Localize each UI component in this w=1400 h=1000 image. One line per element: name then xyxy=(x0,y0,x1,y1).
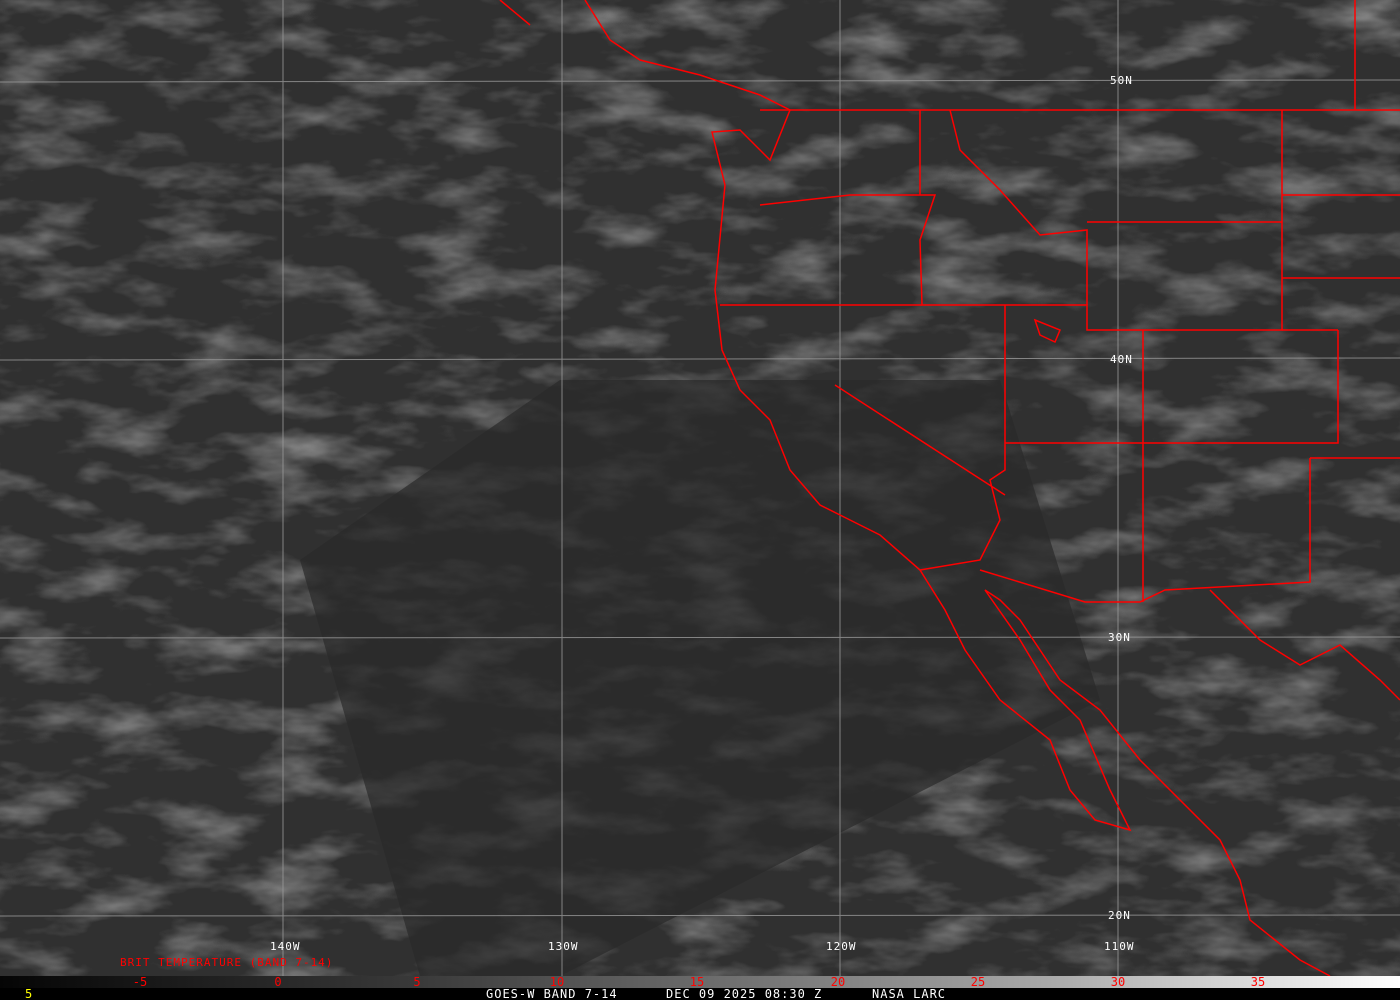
graticule xyxy=(0,0,1400,976)
colorbar-tick: 20 xyxy=(830,975,846,989)
satellite-band: GOES-W BAND 7-14 xyxy=(486,987,618,1000)
footer-bar: 5 GOES-W BAND 7-14 DEC 09 2025 08:30 Z N… xyxy=(0,987,1400,1000)
footer-left-value: 5 xyxy=(25,987,34,1000)
lon-label-110w: 110W xyxy=(1104,940,1135,953)
colorbar-tick: 0 xyxy=(274,975,282,989)
colorbar-tick: 5 xyxy=(413,975,421,989)
colorbar-tick: 35 xyxy=(1250,975,1266,989)
colorbar-tick: 15 xyxy=(689,975,705,989)
lat-label-40n: 40N xyxy=(1110,353,1133,366)
colorbar-tick: -5 xyxy=(132,975,148,989)
data-source: NASA LARC xyxy=(872,987,947,1000)
lon-label-120w: 120W xyxy=(826,940,857,953)
lat-label-20n: 20N xyxy=(1108,909,1131,922)
lon-label-130w: 130W xyxy=(548,940,579,953)
colorbar-tick: 10 xyxy=(549,975,565,989)
image-datetime: DEC 09 2025 08:30 Z xyxy=(666,987,823,1000)
political-boundaries xyxy=(499,0,1400,976)
colorbar-tick: 25 xyxy=(970,975,986,989)
product-title: BRIT TEMPERATURE (BAND 7-14) xyxy=(120,956,334,969)
lon-label-140w: 140W xyxy=(270,940,301,953)
lat-label-30n: 30N xyxy=(1108,631,1131,644)
satellite-map xyxy=(0,0,1400,976)
colorbar-tick: 30 xyxy=(1110,975,1126,989)
lat-label-50n: 50N xyxy=(1110,74,1133,87)
temperature-colorbar: -5 0 5 10 15 20 25 30 35 xyxy=(0,975,1400,989)
